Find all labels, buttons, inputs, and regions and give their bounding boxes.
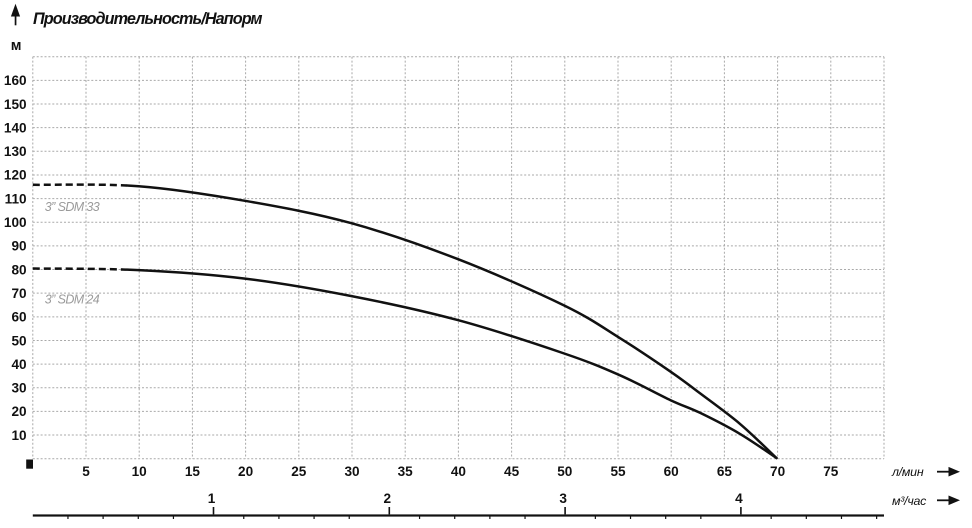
svg-text:м³/час: м³/час bbox=[892, 494, 927, 508]
svg-text:45: 45 bbox=[504, 464, 520, 479]
svg-text:150: 150 bbox=[4, 97, 27, 112]
svg-text:55: 55 bbox=[610, 464, 626, 479]
svg-text:1: 1 bbox=[208, 491, 216, 506]
svg-text:60: 60 bbox=[11, 310, 26, 325]
svg-text:4: 4 bbox=[735, 491, 743, 506]
svg-text:Производительность/Напорм: Производительность/Напорм bbox=[33, 10, 262, 28]
svg-text:50: 50 bbox=[557, 464, 572, 479]
svg-text:50: 50 bbox=[11, 333, 26, 348]
svg-text:75: 75 bbox=[823, 464, 839, 479]
svg-text:40: 40 bbox=[451, 464, 466, 479]
svg-text:160: 160 bbox=[4, 73, 27, 88]
svg-text:10: 10 bbox=[132, 464, 147, 479]
svg-text:25: 25 bbox=[291, 464, 307, 479]
svg-text:120: 120 bbox=[4, 168, 27, 183]
svg-text:130: 130 bbox=[4, 144, 27, 159]
svg-text:м: м bbox=[11, 38, 22, 54]
svg-text:30: 30 bbox=[11, 381, 26, 396]
svg-text:5: 5 bbox=[82, 464, 90, 479]
svg-text:60: 60 bbox=[664, 464, 679, 479]
svg-text:70: 70 bbox=[770, 464, 785, 479]
svg-text:20: 20 bbox=[238, 464, 253, 479]
svg-text:140: 140 bbox=[4, 120, 27, 135]
svg-text:2: 2 bbox=[384, 491, 392, 506]
svg-text:65: 65 bbox=[717, 464, 733, 479]
svg-text:15: 15 bbox=[185, 464, 201, 479]
svg-text:30: 30 bbox=[344, 464, 359, 479]
svg-text:70: 70 bbox=[11, 286, 26, 301]
svg-text:90: 90 bbox=[11, 239, 26, 254]
svg-text:10: 10 bbox=[11, 428, 26, 443]
svg-text:80: 80 bbox=[11, 262, 26, 277]
svg-text:20: 20 bbox=[11, 404, 26, 419]
svg-text:л/мин: л/мин bbox=[891, 465, 924, 479]
svg-text:110: 110 bbox=[5, 191, 27, 206]
svg-text:100: 100 bbox=[4, 215, 27, 230]
svg-text:35: 35 bbox=[398, 464, 414, 479]
svg-text:3: 3 bbox=[559, 491, 567, 506]
svg-text:40: 40 bbox=[11, 357, 26, 372]
svg-text:3” SDM 24: 3” SDM 24 bbox=[45, 293, 100, 307]
svg-text:3” SDM 33: 3” SDM 33 bbox=[45, 200, 100, 214]
